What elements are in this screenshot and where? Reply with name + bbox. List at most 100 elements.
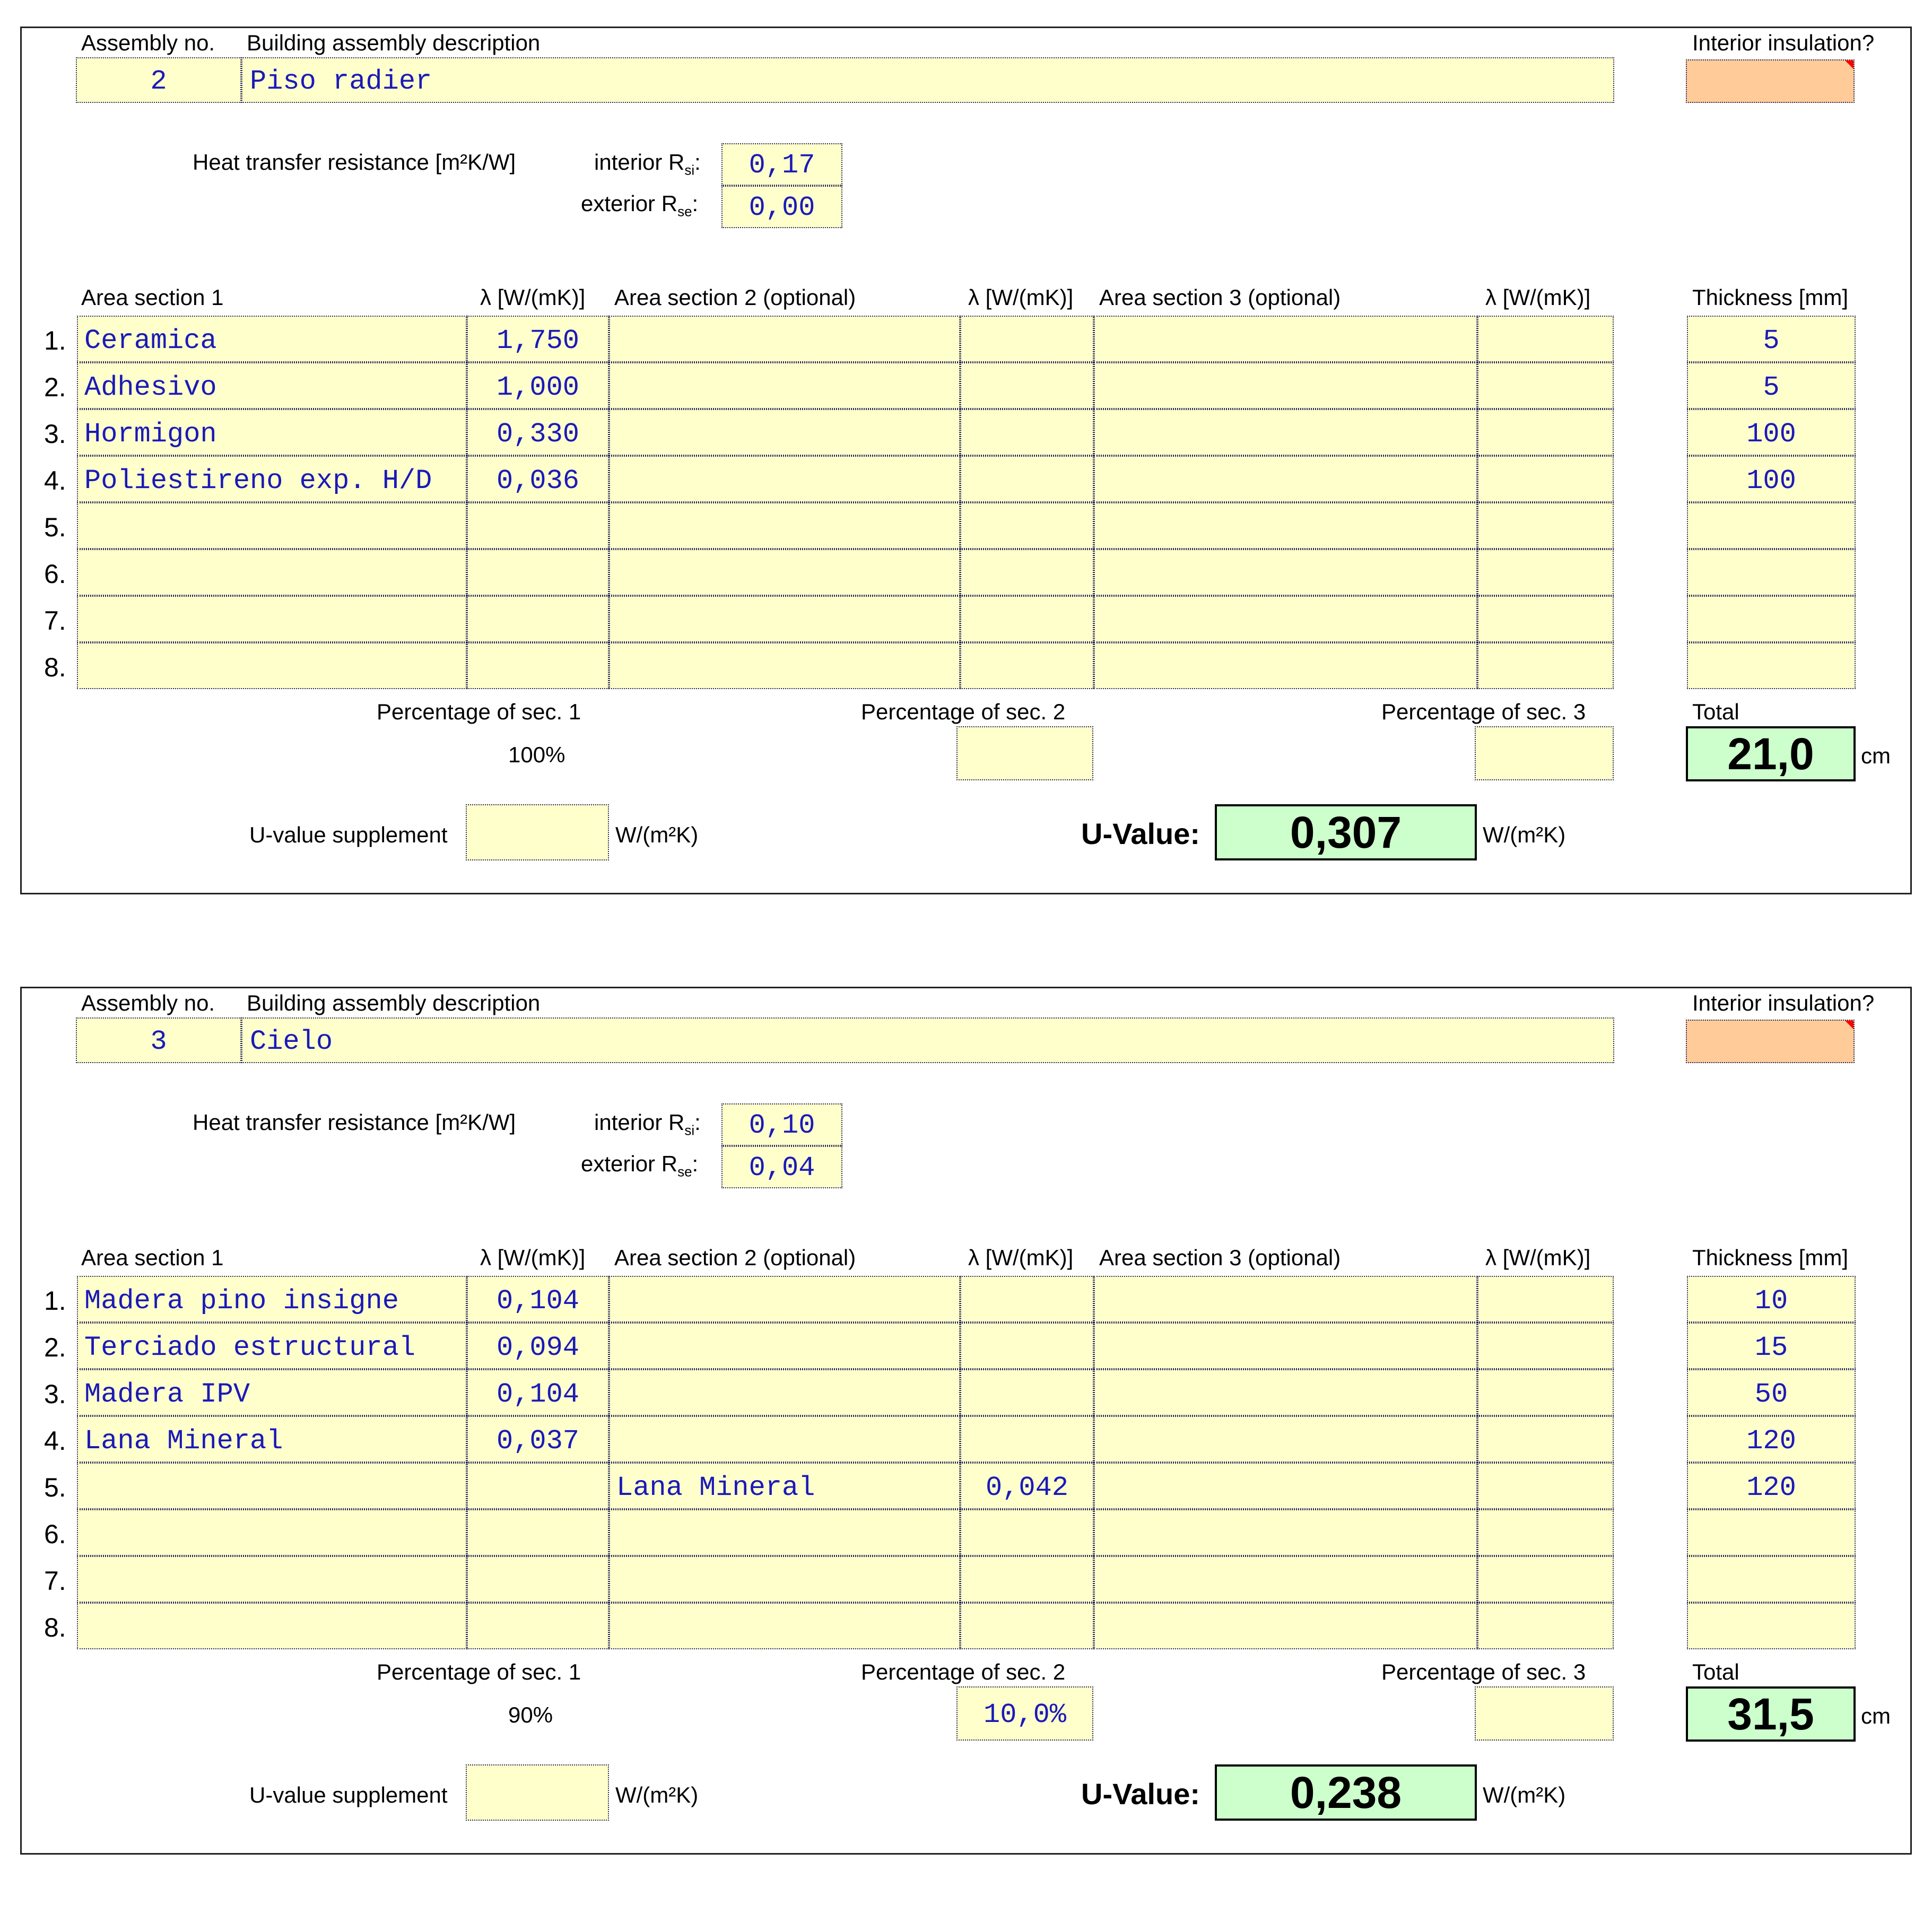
layer-s3-cell[interactable]: [1094, 316, 1477, 362]
layer-s2-cell[interactable]: [609, 1556, 960, 1603]
layer-s3-cell[interactable]: [1094, 409, 1477, 456]
layer-s3-cell[interactable]: [1094, 1276, 1477, 1323]
layer-l1-cell[interactable]: [467, 1603, 609, 1649]
layer-s1-cell[interactable]: [77, 1556, 467, 1603]
interior-rsi-field[interactable]: 0,17: [721, 143, 842, 186]
layer-l1-cell[interactable]: 0,036: [467, 456, 609, 502]
layer-s1-cell[interactable]: [77, 1463, 467, 1509]
layer-s2-cell[interactable]: [609, 549, 960, 596]
layer-l3-cell[interactable]: [1477, 1323, 1614, 1369]
layer-l2-cell[interactable]: [960, 316, 1094, 362]
layer-l1-cell[interactable]: [467, 502, 609, 549]
layer-s1-cell[interactable]: Terciado estructural: [77, 1323, 467, 1369]
layer-l3-cell[interactable]: [1477, 1276, 1614, 1323]
layer-s3-cell[interactable]: [1094, 1603, 1477, 1649]
layer-l1-cell[interactable]: 0,037: [467, 1416, 609, 1463]
layer-s1-cell[interactable]: [77, 549, 467, 596]
layer-l3-cell[interactable]: [1477, 1416, 1614, 1463]
layer-l2-cell[interactable]: [960, 456, 1094, 502]
layer-l1-cell[interactable]: 0,104: [467, 1276, 609, 1323]
layer-l1-cell[interactable]: 0,330: [467, 409, 609, 456]
layer-l3-cell[interactable]: [1477, 456, 1614, 502]
layer-l1-cell[interactable]: [467, 1509, 609, 1556]
layer-l3-cell[interactable]: [1477, 409, 1614, 456]
assembly-number-field[interactable]: 2: [76, 57, 241, 103]
layer-s3-cell[interactable]: [1094, 502, 1477, 549]
layer-s2-cell[interactable]: [609, 1603, 960, 1649]
layer-s3-cell[interactable]: [1094, 1369, 1477, 1416]
layer-l3-cell[interactable]: [1477, 1509, 1614, 1556]
layer-l2-cell[interactable]: [960, 502, 1094, 549]
layer-l2-cell[interactable]: [960, 1369, 1094, 1416]
layer-l2-cell[interactable]: [960, 549, 1094, 596]
layer-l2-cell[interactable]: [960, 409, 1094, 456]
layer-s3-cell[interactable]: [1094, 456, 1477, 502]
exterior-rse-field[interactable]: 0,00: [721, 186, 842, 228]
exterior-rse-field[interactable]: 0,04: [721, 1146, 842, 1188]
layer-t-cell[interactable]: 100: [1687, 456, 1856, 502]
layer-s3-cell[interactable]: [1094, 1323, 1477, 1369]
layer-l1-cell[interactable]: 1,750: [467, 316, 609, 362]
layer-t-cell[interactable]: [1687, 1556, 1856, 1603]
layer-s1-cell[interactable]: [77, 1509, 467, 1556]
layer-s1-cell[interactable]: [77, 1603, 467, 1649]
layer-s1-cell[interactable]: Madera IPV: [77, 1369, 467, 1416]
layer-s1-cell[interactable]: Adhesivo: [77, 362, 467, 409]
layer-t-cell[interactable]: 15: [1687, 1323, 1856, 1369]
layer-l3-cell[interactable]: [1477, 1603, 1614, 1649]
layer-l1-cell[interactable]: 1,000: [467, 362, 609, 409]
layer-s3-cell[interactable]: [1094, 362, 1477, 409]
layer-l2-cell[interactable]: [960, 1416, 1094, 1463]
layer-s3-cell[interactable]: [1094, 1509, 1477, 1556]
layer-t-cell[interactable]: 50: [1687, 1369, 1856, 1416]
assembly-description-field[interactable]: Cielo: [241, 1017, 1614, 1063]
layer-t-cell[interactable]: [1687, 549, 1856, 596]
layer-s2-cell[interactable]: [609, 1276, 960, 1323]
layer-t-cell[interactable]: 5: [1687, 362, 1856, 409]
layer-s3-cell[interactable]: [1094, 1416, 1477, 1463]
layer-l3-cell[interactable]: [1477, 549, 1614, 596]
layer-s3-cell[interactable]: [1094, 596, 1477, 642]
layer-l3-cell[interactable]: [1477, 642, 1614, 689]
layer-t-cell[interactable]: 10: [1687, 1276, 1856, 1323]
layer-l2-cell[interactable]: [960, 1509, 1094, 1556]
layer-s3-cell[interactable]: [1094, 642, 1477, 689]
layer-s2-cell[interactable]: [609, 1369, 960, 1416]
layer-l2-cell[interactable]: [960, 596, 1094, 642]
layer-s1-cell[interactable]: [77, 642, 467, 689]
layer-s2-cell[interactable]: [609, 596, 960, 642]
layer-l1-cell[interactable]: [467, 549, 609, 596]
pct-sec3-field[interactable]: [1475, 726, 1614, 780]
interior-insulation-field[interactable]: [1686, 59, 1855, 103]
layer-s1-cell[interactable]: [77, 596, 467, 642]
layer-s2-cell[interactable]: [609, 1509, 960, 1556]
layer-s3-cell[interactable]: [1094, 1463, 1477, 1509]
layer-s1-cell[interactable]: Lana Mineral: [77, 1416, 467, 1463]
layer-s1-cell[interactable]: Madera pino insigne: [77, 1276, 467, 1323]
layer-l3-cell[interactable]: [1477, 596, 1614, 642]
layer-l2-cell[interactable]: 0,042: [960, 1463, 1094, 1509]
layer-l1-cell[interactable]: [467, 642, 609, 689]
layer-s1-cell[interactable]: Poliestireno exp. H/D: [77, 456, 467, 502]
layer-s1-cell[interactable]: [77, 502, 467, 549]
layer-l1-cell[interactable]: [467, 596, 609, 642]
layer-l1-cell[interactable]: 0,094: [467, 1323, 609, 1369]
layer-s2-cell[interactable]: [609, 502, 960, 549]
layer-l3-cell[interactable]: [1477, 502, 1614, 549]
layer-l2-cell[interactable]: [960, 1603, 1094, 1649]
u-supplement-field[interactable]: [466, 804, 609, 860]
layer-l3-cell[interactable]: [1477, 1463, 1614, 1509]
pct-sec3-field[interactable]: [1475, 1686, 1614, 1741]
layer-s3-cell[interactable]: [1094, 1556, 1477, 1603]
layer-l3-cell[interactable]: [1477, 362, 1614, 409]
layer-l1-cell[interactable]: [467, 1463, 609, 1509]
layer-l3-cell[interactable]: [1477, 316, 1614, 362]
layer-s1-cell[interactable]: Ceramica: [77, 316, 467, 362]
assembly-number-field[interactable]: 3: [76, 1017, 241, 1063]
layer-t-cell[interactable]: [1687, 596, 1856, 642]
layer-s2-cell[interactable]: Lana Mineral: [609, 1463, 960, 1509]
layer-l2-cell[interactable]: [960, 1323, 1094, 1369]
layer-t-cell[interactable]: 120: [1687, 1416, 1856, 1463]
layer-l3-cell[interactable]: [1477, 1556, 1614, 1603]
layer-s2-cell[interactable]: [609, 362, 960, 409]
